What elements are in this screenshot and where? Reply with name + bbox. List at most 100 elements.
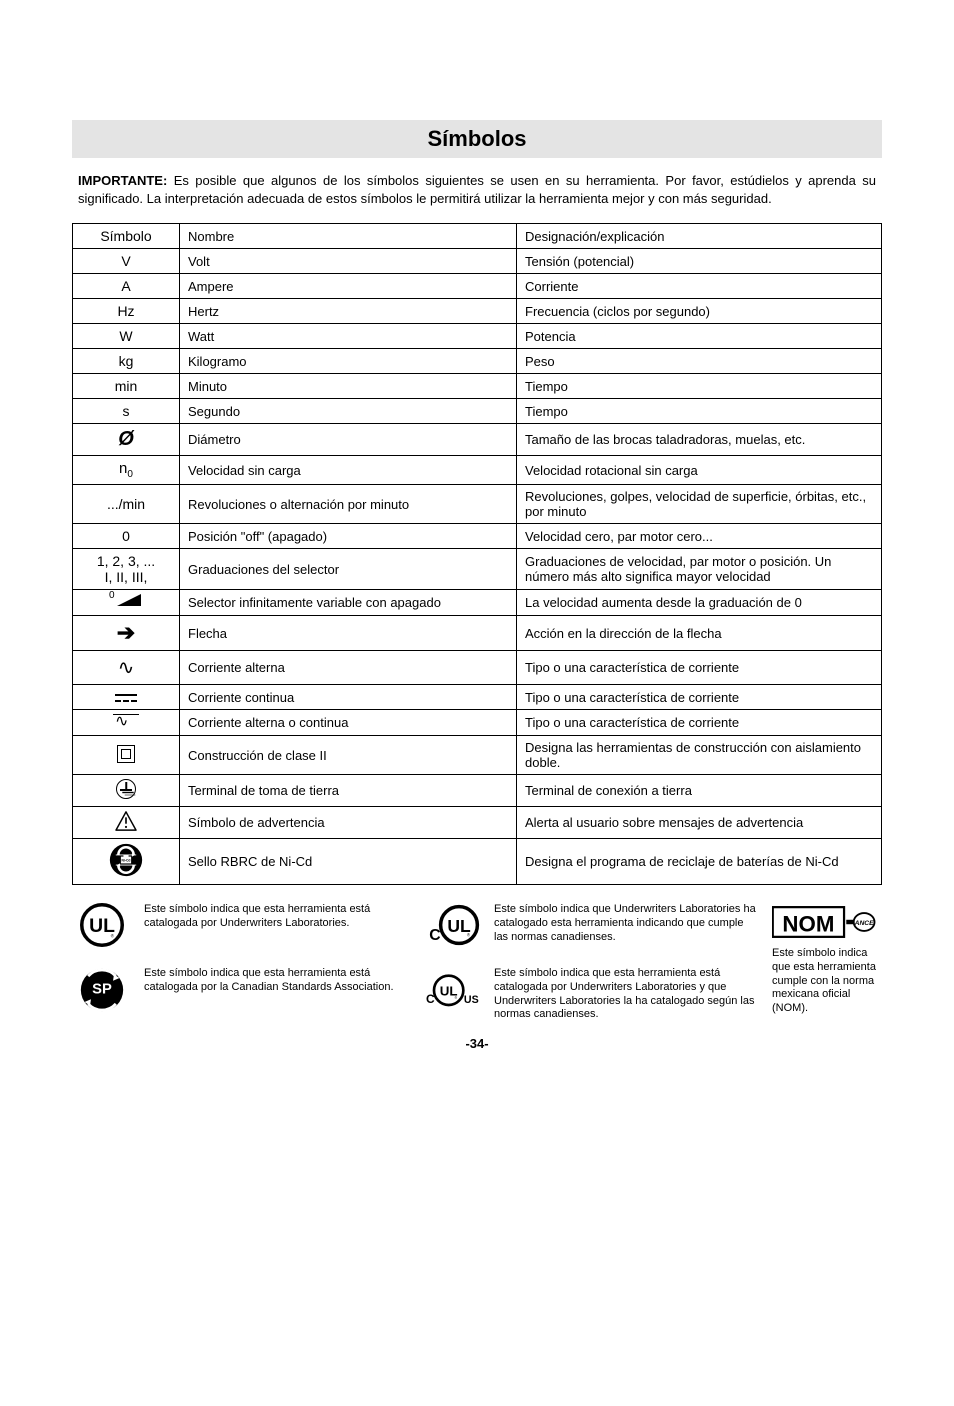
- variable-selector-icon: 0: [73, 590, 180, 616]
- cell-name: Kilogramo: [180, 349, 517, 374]
- csa-logo-icon: SP: [72, 967, 132, 1013]
- cell-name: Minuto: [180, 374, 517, 399]
- cell-desc: Velocidad rotacional sin carga: [517, 456, 882, 485]
- table-row: Hz Hertz Frecuencia (ciclos por segundo): [73, 299, 882, 324]
- table-row: 1, 2, 3, ... I, II, III, Graduaciones de…: [73, 549, 882, 590]
- cell-name: Corriente continua: [180, 685, 517, 710]
- col-header-desc: Designación/explicación: [517, 224, 882, 249]
- cell-symbol: Hz: [73, 299, 180, 324]
- cell-desc: Tipo o una característica de corriente: [517, 651, 882, 685]
- cell-desc: Frecuencia (ciclos por segundo): [517, 299, 882, 324]
- intro-paragraph: IMPORTANTE: Es posible que algunos de lo…: [78, 172, 876, 207]
- table-row: 0 Selector infinitamente variable con ap…: [73, 590, 882, 616]
- cell-desc: Potencia: [517, 324, 882, 349]
- svg-text:Ni-Cd: Ni-Cd: [121, 859, 130, 863]
- cell-name: Posición "off" (apagado): [180, 524, 517, 549]
- cell-symbol: s: [73, 399, 180, 424]
- cell-name: Watt: [180, 324, 517, 349]
- table-row: Terminal de toma de tierra Terminal de c…: [73, 775, 882, 807]
- col-header-name: Nombre: [180, 224, 517, 249]
- svg-text:NOM: NOM: [782, 912, 834, 937]
- cell-desc: Corriente: [517, 274, 882, 299]
- table-row: A Ampere Corriente: [73, 274, 882, 299]
- cell-name: Segundo: [180, 399, 517, 424]
- cell-name: Terminal de toma de tierra: [180, 775, 517, 807]
- intro-label: IMPORTANTE:: [78, 173, 167, 188]
- cell-symbol: W: [73, 324, 180, 349]
- cell-desc: Graduaciones de velocidad, par motor o p…: [517, 549, 882, 590]
- warning-icon: [73, 807, 180, 839]
- cell-desc: La velocidad aumenta desde la graduación…: [517, 590, 882, 616]
- cell-name: Diámetro: [180, 424, 517, 456]
- cell-desc: Velocidad cero, par motor cero...: [517, 524, 882, 549]
- table-row: n0 Velocidad sin carga Velocidad rotacio…: [73, 456, 882, 485]
- table-row: ∿ Corriente alterna o continua Tipo o un…: [73, 710, 882, 736]
- ac-icon: ∿: [73, 651, 180, 685]
- cell-desc: Tiempo: [517, 399, 882, 424]
- svg-text:SP: SP: [92, 982, 112, 998]
- table-row: ∿ Corriente alterna Tipo o una caracterí…: [73, 651, 882, 685]
- table-row: ➔ Flecha Acción en la dirección de la fl…: [73, 616, 882, 651]
- cell-name: Símbolo de advertencia: [180, 807, 517, 839]
- cell-name: Volt: [180, 249, 517, 274]
- csa-logo-caption: Este símbolo indica que esta herramienta…: [144, 967, 410, 995]
- cell-desc: Terminal de conexión a tierra: [517, 775, 882, 807]
- cell-desc: Alerta al usuario sobre mensajes de adve…: [517, 807, 882, 839]
- ul-logo-caption: Este símbolo indica que esta herramienta…: [144, 903, 410, 931]
- cell-desc: Designa las herramientas de construcción…: [517, 736, 882, 775]
- cell-desc: Tiempo: [517, 374, 882, 399]
- table-row: Símbolo de advertencia Alerta al usuario…: [73, 807, 882, 839]
- symbols-table: Símbolo Nombre Designación/explicación V…: [72, 223, 882, 885]
- intro-text: Es posible que algunos de los símbolos s…: [78, 173, 876, 206]
- nom-logo-icon: NOM ANCE: [772, 903, 882, 941]
- culus-logo-icon: C UL ® US: [422, 967, 482, 1015]
- cell-symbol: 1, 2, 3, ... I, II, III,: [73, 549, 180, 590]
- cell-symbol: kg: [73, 349, 180, 374]
- cell-symbol: V: [73, 249, 180, 274]
- table-row: Ø Diámetro Tamaño de las brocas taladrad…: [73, 424, 882, 456]
- page-number: -34-: [72, 1036, 882, 1051]
- cell-name: Graduaciones del selector: [180, 549, 517, 590]
- cell-symbol: min: [73, 374, 180, 399]
- table-row: 0 Posición "off" (apagado) Velocidad cer…: [73, 524, 882, 549]
- cell-name: Flecha: [180, 616, 517, 651]
- page-title: Símbolos: [72, 120, 882, 158]
- table-row: Ni-Cd Sello RBRC de Ni-Cd Designa el pro…: [73, 839, 882, 885]
- certification-logos-section: UL ® Este símbolo indica que esta herram…: [72, 903, 882, 1022]
- svg-text:C: C: [429, 927, 440, 944]
- cell-desc: Tipo o una característica de corriente: [517, 685, 882, 710]
- cell-desc: Acción en la dirección de la flecha: [517, 616, 882, 651]
- no-load-speed-icon: n0: [73, 456, 180, 485]
- svg-text:ANCE: ANCE: [854, 920, 874, 927]
- table-header-row: Símbolo Nombre Designación/explicación: [73, 224, 882, 249]
- earth-terminal-icon: [73, 775, 180, 807]
- rbrc-seal-icon: Ni-Cd: [73, 839, 180, 885]
- cell-name: Corriente alterna o continua: [180, 710, 517, 736]
- table-row: V Volt Tensión (potencial): [73, 249, 882, 274]
- table-row: s Segundo Tiempo: [73, 399, 882, 424]
- cell-desc: Tensión (potencial): [517, 249, 882, 274]
- cell-symbol: 0: [73, 524, 180, 549]
- cell-name: Revoluciones o alternación por minuto: [180, 485, 517, 524]
- table-row: W Watt Potencia: [73, 324, 882, 349]
- cul-logo-icon: C UL ®: [422, 903, 482, 947]
- cell-name: Corriente alterna: [180, 651, 517, 685]
- table-row: Construcción de clase II Designa las her…: [73, 736, 882, 775]
- cell-desc: Peso: [517, 349, 882, 374]
- table-row: kg Kilogramo Peso: [73, 349, 882, 374]
- table-row: .../min Revoluciones o alternación por m…: [73, 485, 882, 524]
- svg-text:US: US: [464, 994, 479, 1006]
- cell-name: Velocidad sin carga: [180, 456, 517, 485]
- diameter-icon: Ø: [73, 424, 180, 456]
- cell-name: Hertz: [180, 299, 517, 324]
- cell-desc: Revoluciones, golpes, velocidad de super…: [517, 485, 882, 524]
- cell-desc: Designa el programa de reciclaje de bate…: [517, 839, 882, 885]
- cell-name: Selector infinitamente variable con apag…: [180, 590, 517, 616]
- nom-logo-caption: Este símbolo indica que esta herramienta…: [772, 947, 882, 1016]
- cell-symbol: .../min: [73, 485, 180, 524]
- table-row: min Minuto Tiempo: [73, 374, 882, 399]
- cell-name: Ampere: [180, 274, 517, 299]
- cell-desc: Tipo o una característica de corriente: [517, 710, 882, 736]
- arrow-icon: ➔: [73, 616, 180, 651]
- ul-logo-icon: UL ®: [72, 903, 132, 947]
